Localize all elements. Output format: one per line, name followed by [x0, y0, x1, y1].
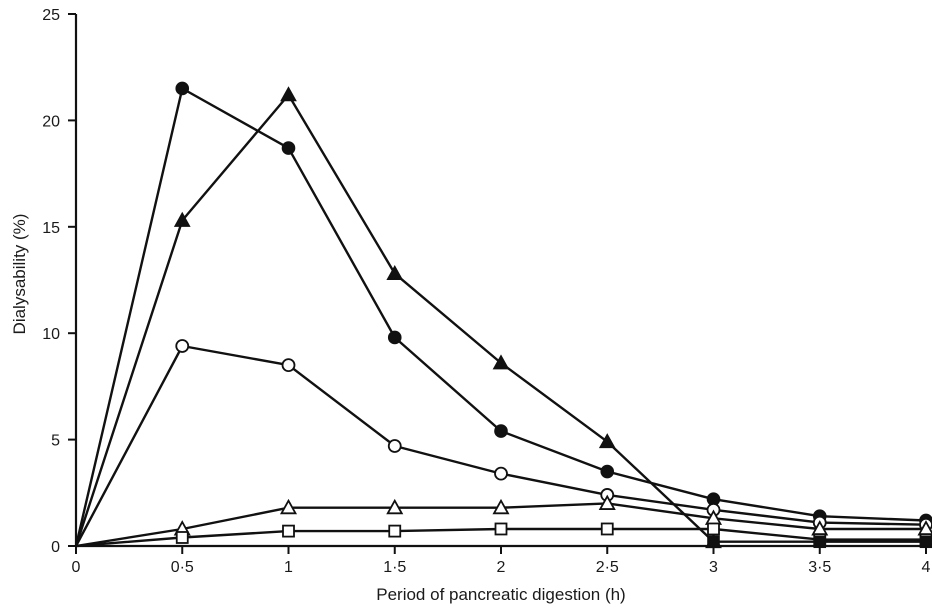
y-tick-label: 15	[42, 220, 60, 237]
data-point-filled-triangle	[598, 433, 616, 449]
data-point-open-circle	[281, 358, 296, 373]
series-layer	[74, 81, 932, 549]
series-open-triangle	[75, 494, 932, 548]
x-tick-label: 0·5	[171, 559, 194, 576]
data-point-open-square	[600, 522, 614, 536]
data-point-open-square	[388, 524, 402, 538]
data-point-filled-circle	[494, 424, 508, 438]
series-open-circle	[74, 339, 932, 547]
x-tick-label: 3·5	[808, 559, 831, 576]
x-axis-ticks: 0 0·5 1 1·5 2 2·5 3 3·5 4	[72, 546, 931, 576]
x-tick-label: 2	[497, 559, 506, 576]
data-point-open-circle	[387, 439, 402, 453]
data-point-filled-circle	[175, 81, 190, 96]
data-point-filled-triangle	[492, 354, 510, 370]
data-point-open-triangle	[386, 498, 404, 515]
y-tick-label: 5	[51, 433, 60, 450]
data-point-filled-square	[707, 535, 720, 549]
series-open-square	[75, 522, 932, 548]
data-point-filled-triangle	[386, 264, 404, 281]
y-axis-ticks: 0 5 10 15 20 25	[42, 7, 76, 556]
data-point-filled-circle	[281, 141, 296, 155]
x-tick-label: 2·5	[596, 559, 619, 576]
series-line-filled-triangle	[74, 93, 715, 547]
data-point-filled-circle	[600, 464, 615, 479]
x-tick-label: 1·5	[383, 559, 406, 576]
y-tick-label: 20	[42, 113, 60, 130]
data-point-filled-triangle	[280, 86, 297, 102]
series-filled-square	[707, 535, 932, 549]
series-filled-triangle	[74, 86, 722, 549]
data-point-open-circle	[494, 466, 508, 481]
data-point-open-triangle	[598, 494, 616, 510]
data-point-open-triangle	[492, 498, 510, 515]
series-line-open-circle	[74, 344, 927, 547]
data-point-open-circle	[175, 339, 190, 353]
y-axis-label: Dialysability (%)	[10, 214, 29, 335]
data-point-filled-triangle	[173, 211, 191, 227]
data-point-filled-square	[813, 535, 827, 549]
y-tick-label: 10	[42, 326, 60, 343]
data-point-open-square	[175, 531, 189, 544]
data-point-open-triangle	[279, 498, 298, 515]
data-point-open-square	[494, 522, 508, 536]
data-point-filled-square	[919, 535, 932, 549]
x-tick-label: 4	[922, 559, 931, 576]
x-tick-label: 3	[709, 559, 718, 576]
data-point-filled-circle	[387, 330, 402, 345]
data-point-open-square	[282, 524, 295, 538]
data-point-open-square	[707, 522, 720, 536]
x-tick-label: 0	[72, 559, 81, 576]
y-tick-label: 25	[42, 7, 60, 24]
x-axis-label: Period of pancreatic digestion (h)	[376, 585, 625, 604]
x-tick-label: 1	[284, 559, 293, 576]
y-tick-label: 0	[51, 539, 60, 556]
